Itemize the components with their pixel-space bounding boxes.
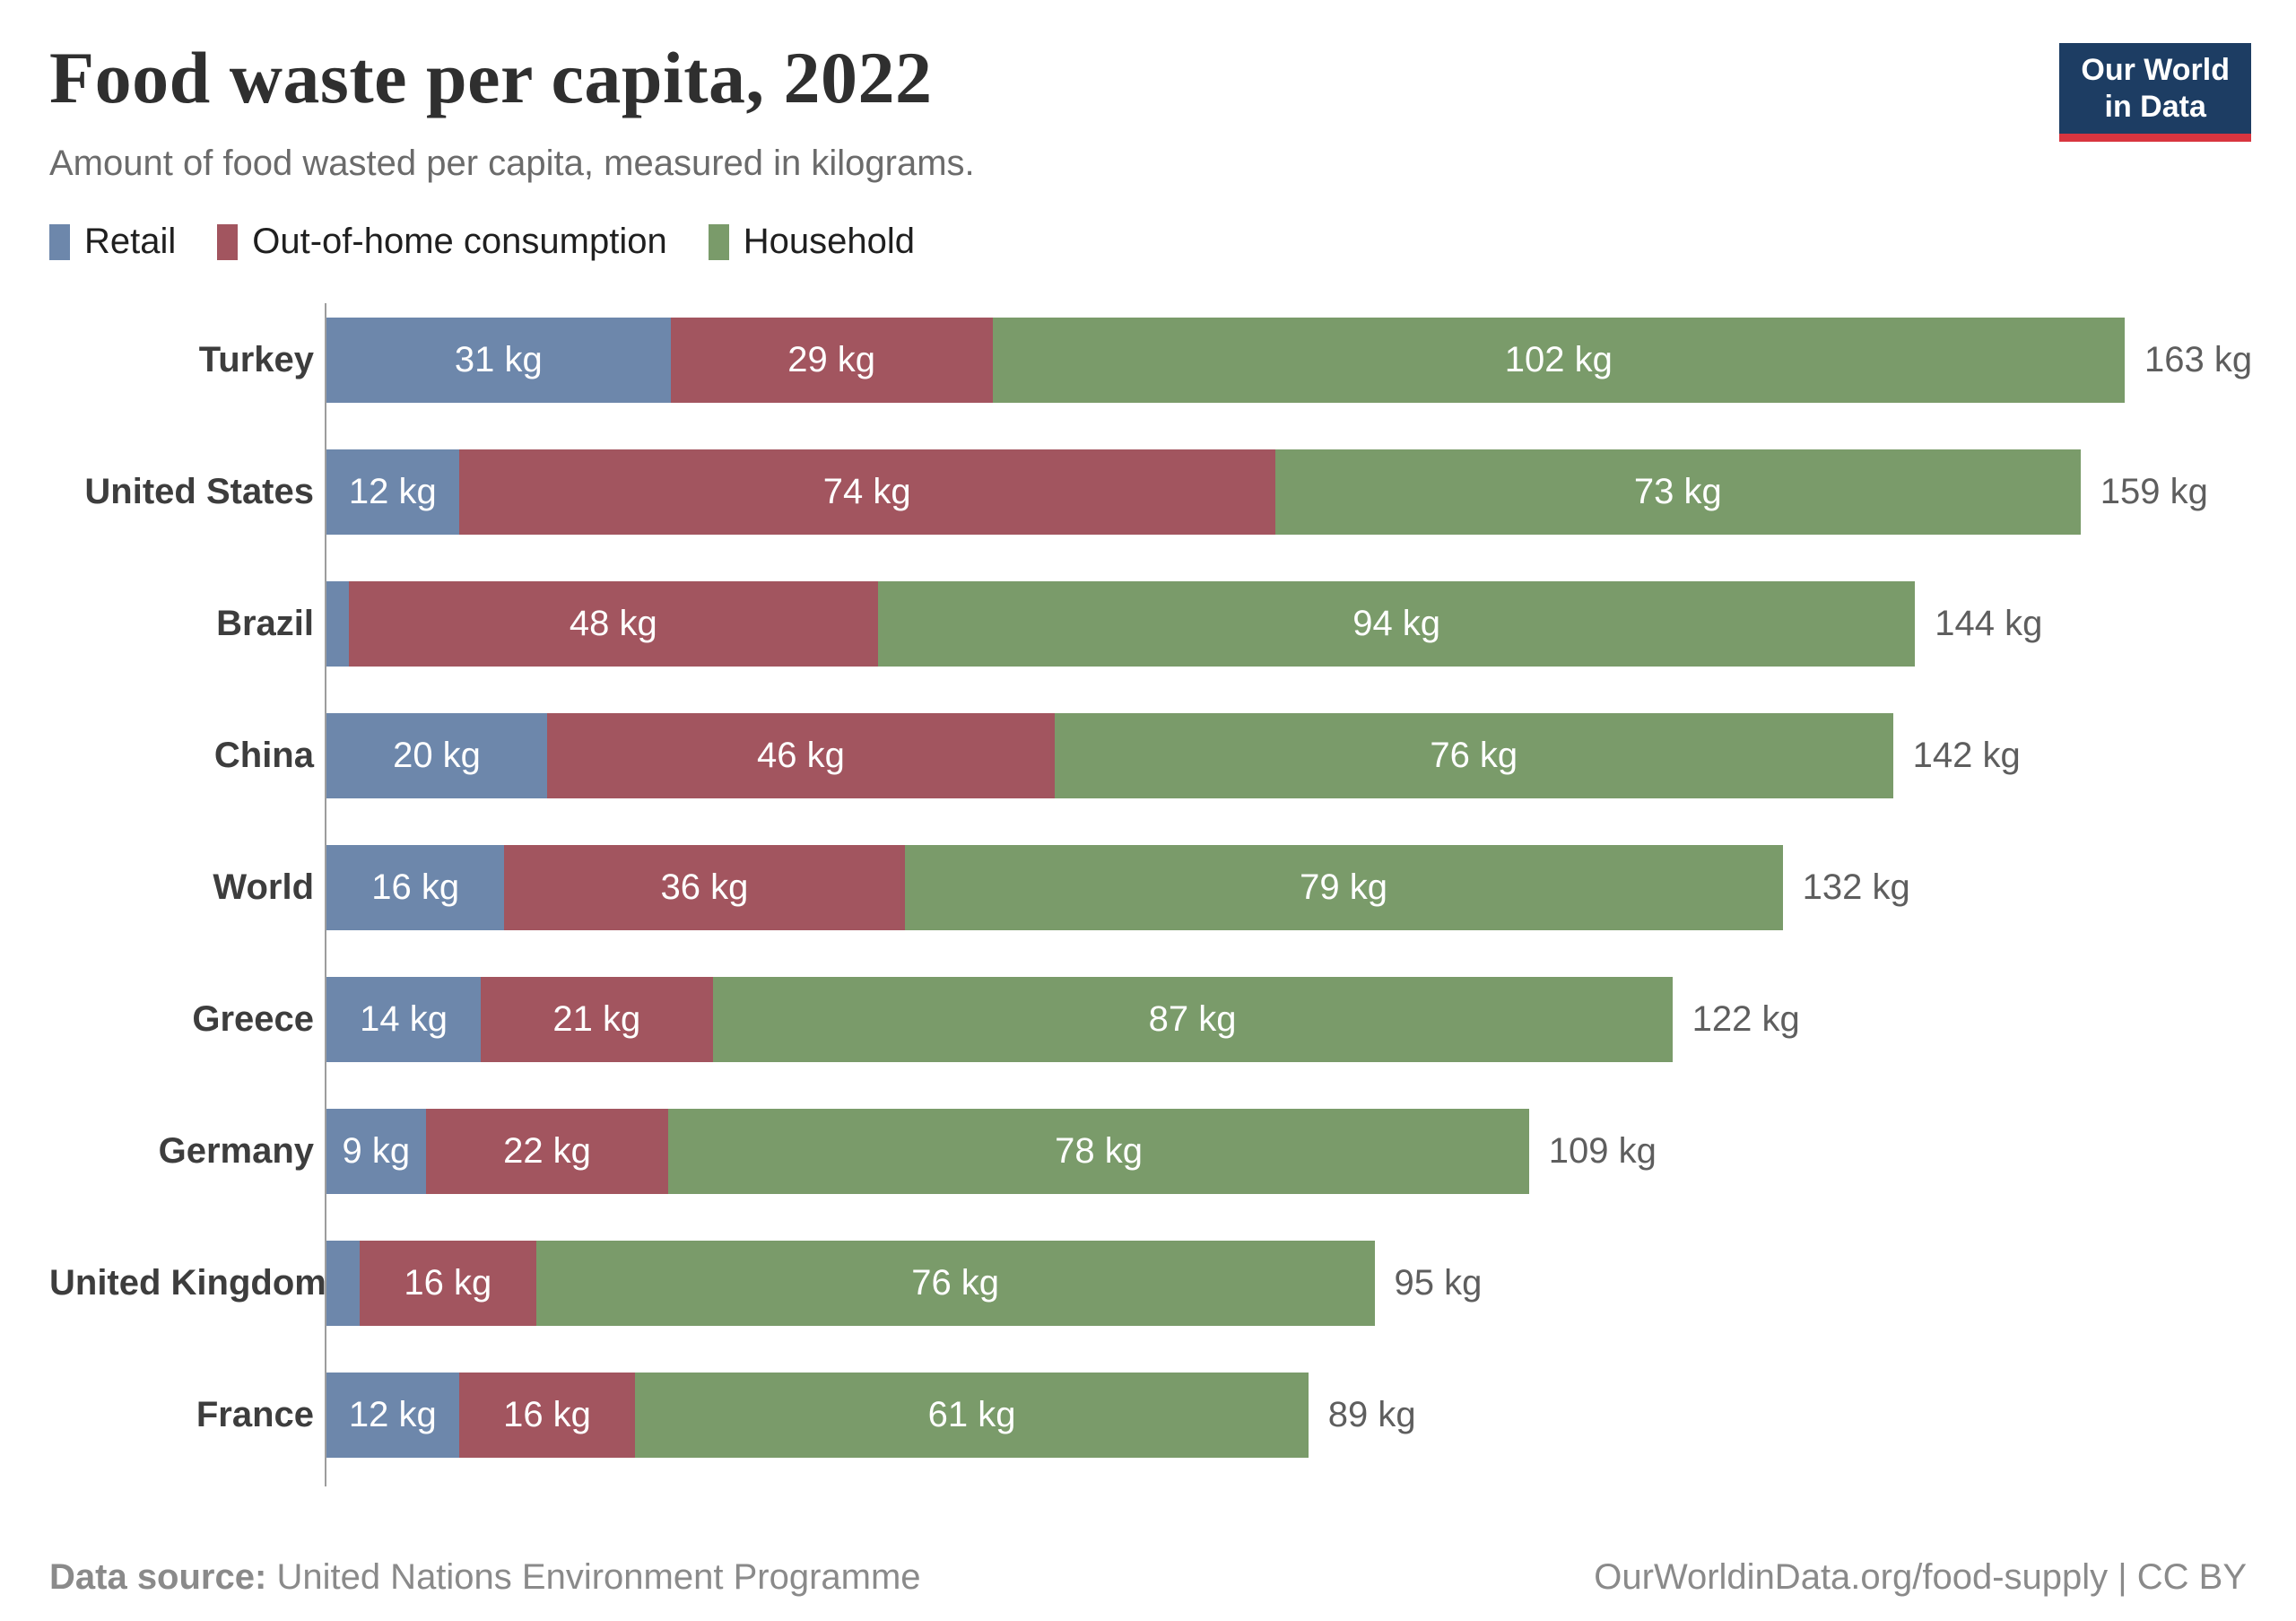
bar-segment-out-of-home: 22 kg xyxy=(425,1109,669,1195)
chart-rows: Turkey 31 kg 29 kg 102 kg 163 kg United State… xyxy=(49,294,2252,1487)
bar-segment-retail: 12 kg xyxy=(326,1373,459,1459)
legend-label-out-of-home: Out-of-home consumption xyxy=(252,222,667,262)
total-label: 122 kg xyxy=(1692,999,1800,1040)
stacked-bar: 14 kg 21 kg 87 kg xyxy=(326,977,1673,1063)
bar-segment-out-of-home: 46 kg xyxy=(547,713,1055,799)
bar-wrap: 48 kg 94 kg 144 kg xyxy=(325,581,2247,667)
owid-logo-line2: in Data xyxy=(2104,90,2206,125)
bar-segment-retail: 14 kg xyxy=(326,977,482,1063)
chart-row: United Kingdom 16 kg 76 kg 95 kg xyxy=(49,1217,2247,1349)
total-label: 142 kg xyxy=(1912,736,2021,776)
bar-segment-retail xyxy=(326,1241,360,1327)
country-label: United States xyxy=(84,472,314,512)
bar-wrap: 16 kg 36 kg 79 kg 132 kg xyxy=(325,845,2247,931)
total-label: 163 kg xyxy=(2144,340,2253,380)
bar-segment-retail: 12 kg xyxy=(326,449,459,536)
total-label: 95 kg xyxy=(1394,1263,1483,1303)
bar-wrap: 16 kg 76 kg 95 kg xyxy=(325,1241,2247,1327)
bar-wrap: 20 kg 46 kg 76 kg 142 kg xyxy=(325,713,2247,799)
bar-segment-out-of-home: 16 kg xyxy=(359,1241,536,1327)
footer-link: OurWorldinData.org/food-supply | CC BY xyxy=(1594,1557,2247,1597)
bar-wrap: 31 kg 29 kg 102 kg 163 kg xyxy=(325,318,2252,404)
chart-row: France 12 kg 16 kg 61 kg 89 kg xyxy=(49,1349,2247,1481)
bar-segment-household: 76 kg xyxy=(1054,713,1893,799)
stacked-bar: 16 kg 76 kg xyxy=(326,1241,1375,1327)
chart-row: World 16 kg 36 kg 79 kg 132 kg xyxy=(49,822,2247,954)
total-label: 109 kg xyxy=(1548,1131,1657,1172)
footer-source: Data source: United Nations Environment … xyxy=(49,1557,921,1598)
bar-segment-retail: 16 kg xyxy=(326,845,505,931)
bar-segment-household: 61 kg xyxy=(635,1373,1309,1459)
bar-segment-out-of-home: 21 kg xyxy=(481,977,713,1063)
bar-segment-household: 87 kg xyxy=(712,977,1673,1063)
bar-wrap: 9 kg 22 kg 78 kg 109 kg xyxy=(325,1109,2247,1195)
chart-row: Brazil 48 kg 94 kg 144 kg xyxy=(49,558,2247,690)
legend-swatch-retail xyxy=(49,223,70,260)
country-label: Greece xyxy=(192,999,314,1040)
chart-row: Turkey 31 kg 29 kg 102 kg 163 kg xyxy=(49,294,2252,426)
stacked-bar: 16 kg 36 kg 79 kg xyxy=(326,845,1783,931)
legend-label-household: Household xyxy=(743,222,915,262)
legend-item-out-of-home: Out-of-home consumption xyxy=(217,222,667,262)
bar-wrap: 14 kg 21 kg 87 kg 122 kg xyxy=(325,977,2247,1063)
legend-swatch-household xyxy=(708,223,729,260)
footer-source-text: United Nations Environment Programme xyxy=(276,1557,921,1597)
chart-row: United States 12 kg 74 kg 73 kg 159 kg xyxy=(49,426,2247,558)
owid-logo-line1: Our World xyxy=(2081,53,2230,87)
country-label: Turkey xyxy=(198,340,314,380)
bar-segment-household: 79 kg xyxy=(904,845,1783,931)
total-label: 132 kg xyxy=(1802,867,1910,908)
stacked-bar: 20 kg 46 kg 76 kg xyxy=(326,713,1893,799)
bar-segment-out-of-home: 74 kg xyxy=(458,449,1275,536)
stacked-bar: 12 kg 16 kg 61 kg xyxy=(326,1373,1309,1459)
legend-label-retail: Retail xyxy=(84,222,177,262)
bar-segment-out-of-home: 29 kg xyxy=(670,318,993,404)
stacked-bar-chart: Turkey 31 kg 29 kg 102 kg 163 kg United State… xyxy=(49,294,2252,1487)
footer-source-label: Data source: xyxy=(49,1557,267,1597)
chart-row: China 20 kg 46 kg 76 kg 142 kg xyxy=(49,690,2247,822)
stacked-bar: 48 kg 94 kg xyxy=(326,581,1916,667)
legend-item-household: Household xyxy=(708,222,915,262)
footer: Data source: United Nations Environment … xyxy=(49,1557,2247,1598)
bar-segment-retail: 31 kg xyxy=(326,318,671,404)
bar-segment-household: 102 kg xyxy=(992,318,2125,404)
total-label: 159 kg xyxy=(2100,472,2208,512)
chart-row: Greece 14 kg 21 kg 87 kg 122 kg xyxy=(49,954,2247,1085)
chart-subtitle: Amount of food wasted per capita, measur… xyxy=(49,144,975,184)
bar-wrap: 12 kg 16 kg 61 kg 89 kg xyxy=(325,1373,2247,1459)
chart-title: Food waste per capita, 2022 xyxy=(49,37,933,118)
country-label: World xyxy=(213,867,314,908)
total-label: 89 kg xyxy=(1327,1395,1416,1435)
legend: Retail Out-of-home consumption Household xyxy=(49,222,2247,262)
bar-segment-household: 73 kg xyxy=(1274,449,2081,536)
legend-item-retail: Retail xyxy=(49,222,176,262)
owid-logo: Our World in Data xyxy=(2059,43,2251,142)
country-label: Germany xyxy=(158,1131,314,1172)
bar-segment-retail: 9 kg xyxy=(326,1109,426,1195)
country-label: France xyxy=(196,1395,314,1435)
bar-segment-household: 76 kg xyxy=(535,1241,1375,1327)
bar-wrap: 12 kg 74 kg 73 kg 159 kg xyxy=(325,449,2247,536)
bar-segment-household: 94 kg xyxy=(878,581,1916,667)
stacked-bar: 12 kg 74 kg 73 kg xyxy=(326,449,2081,536)
bar-segment-out-of-home: 48 kg xyxy=(348,581,879,667)
total-label: 144 kg xyxy=(1935,604,2043,644)
country-label: United Kingdom xyxy=(49,1263,326,1303)
legend-swatch-out-of-home xyxy=(217,223,239,260)
stacked-bar: 9 kg 22 kg 78 kg xyxy=(326,1109,1529,1195)
chart-row: Germany 9 kg 22 kg 78 kg 109 kg xyxy=(49,1085,2247,1217)
bar-segment-out-of-home: 16 kg xyxy=(458,1373,636,1459)
bar-segment-retail xyxy=(326,581,349,667)
bar-segment-retail: 20 kg xyxy=(326,713,548,799)
bar-segment-out-of-home: 36 kg xyxy=(504,845,905,931)
y-axis-line xyxy=(325,303,326,1487)
bar-segment-household: 78 kg xyxy=(668,1109,1529,1195)
stacked-bar: 31 kg 29 kg 102 kg xyxy=(326,318,2125,404)
country-label: China xyxy=(213,736,314,776)
country-label: Brazil xyxy=(216,604,314,644)
